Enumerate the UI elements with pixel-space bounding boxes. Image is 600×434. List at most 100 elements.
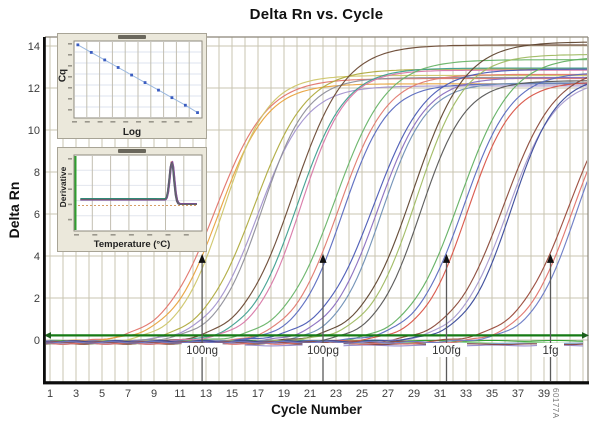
standard-curve-point — [170, 96, 174, 100]
inset-y-micro-tick — [68, 173, 72, 175]
inset-x-micro-tick — [128, 234, 134, 236]
annotation-arrowhead — [442, 253, 451, 263]
amplification-curve — [46, 74, 587, 344]
threshold-arrow-right — [582, 332, 589, 339]
x-tick-label: 1 — [47, 388, 53, 400]
inset-derivative-axis-label: Derivative — [58, 166, 68, 208]
annotation-label-bg — [181, 343, 223, 357]
annotation-label: 100ng — [186, 345, 218, 357]
inset-temperature-axis-label: Temperature (°C) — [93, 239, 171, 250]
annotation-label: 1fg — [543, 345, 559, 357]
x-tick-label: 39 — [538, 388, 550, 400]
standard-curve-point — [157, 88, 160, 92]
annotation-label-bg — [302, 343, 344, 357]
inset-x-micro-tick — [110, 121, 116, 123]
inset-y-micro-tick — [68, 203, 72, 206]
inset-x-micro-tick — [123, 121, 129, 123]
x-tick-label: 17 — [252, 388, 264, 400]
annotation-label: 100pg — [307, 345, 339, 357]
y-tick-label: 0 — [34, 335, 40, 347]
x-tick-label: 29 — [408, 388, 420, 400]
inset-x-micro-tick — [74, 234, 79, 236]
x-tick-label: 15 — [226, 388, 238, 400]
inset-x-micro-tick — [136, 121, 141, 123]
inset-x-micro-tick — [174, 121, 180, 123]
inset-x-micro-tick — [84, 121, 90, 123]
x-tick-label: 5 — [99, 388, 105, 400]
inset-x-micro-tick — [72, 121, 77, 123]
inset-log-axis-label: Log — [122, 127, 142, 138]
y-tick-label: 4 — [34, 251, 40, 263]
inset-x-micro-tick — [183, 234, 189, 236]
x-tick-label: 27 — [382, 388, 394, 400]
inset-x-micro-tick — [97, 121, 103, 123]
figure-id: 60177A — [551, 388, 560, 419]
x-tick-label: 3 — [73, 388, 79, 400]
x-axis-line — [43, 381, 589, 385]
x-tick-label: 23 — [330, 388, 342, 400]
y-tick-label: 10 — [28, 125, 40, 137]
inset-y-micro-tick — [68, 158, 72, 160]
inset-x-micro-tick — [147, 234, 153, 236]
standard-curve-point — [196, 111, 199, 115]
x-tick-label: 33 — [460, 388, 472, 400]
x-tick-label: 37 — [512, 388, 524, 400]
annotation-arrowhead — [319, 253, 327, 263]
x-tick-label: 13 — [200, 388, 212, 400]
inset-x-micro-tick — [187, 121, 193, 123]
inset-y-micro-tick — [68, 98, 72, 100]
inset-y-micro-tick — [68, 188, 72, 190]
annotation-label-bg — [426, 343, 467, 357]
x-tick-label: 21 — [304, 388, 316, 400]
amplification-curve — [46, 78, 587, 343]
inset-title-bar — [118, 149, 146, 153]
melt-curve-plot — [68, 154, 203, 236]
x-tick-label: 35 — [486, 388, 498, 400]
inset-y-micro-tick — [68, 65, 72, 67]
inset-x-micro-tick — [148, 121, 154, 123]
threshold-arrow-left — [44, 332, 51, 339]
inset-x-micro-tick — [165, 234, 171, 236]
inset-cq-axis-label: Cq — [57, 68, 69, 83]
standard-curve-point — [103, 58, 107, 62]
chart-title: Delta Rn vs. Cycle — [249, 6, 384, 23]
curves-layer — [46, 41, 587, 347]
annotation-label: 100fg — [432, 345, 461, 357]
flat-trace — [244, 344, 584, 347]
standard-curve-point — [143, 81, 147, 84]
inset-title-bar — [118, 35, 146, 39]
x-axis-label: Cycle Number — [271, 402, 362, 417]
amplification-curve — [46, 73, 587, 343]
standard-curve-plot — [68, 40, 203, 123]
standard-curve-point — [89, 50, 93, 54]
standard-curve-point — [183, 103, 187, 107]
y-tick-label: 12 — [28, 83, 40, 95]
standard-curve-inset: Cq Log — [57, 33, 207, 139]
x-tick-label: 9 — [151, 388, 157, 400]
standard-curve-line — [77, 44, 198, 114]
annotation-arrowhead — [546, 253, 555, 263]
inset-x-micro-tick — [92, 234, 98, 236]
x-tick-label: 11 — [174, 388, 185, 400]
standard-curve-point — [76, 43, 80, 47]
inset-y-micro-tick — [68, 109, 72, 111]
y-tick-label: 2 — [34, 293, 40, 305]
inset-y-micro-tick — [68, 218, 72, 221]
inset-y-micro-tick — [68, 54, 72, 56]
inset-y-micro-tick — [68, 76, 72, 78]
x-tick-label: 19 — [278, 388, 290, 400]
melt-curve-inset: Derivative Temperature (°C) — [57, 147, 207, 252]
y-tick-label: 8 — [34, 167, 40, 179]
inset-y-micro-tick — [68, 87, 72, 89]
x-tick-label: 7 — [125, 388, 131, 400]
annotation-arrowhead — [198, 253, 206, 263]
inset-y-micro-tick — [68, 43, 72, 45]
y-tick-label: 14 — [28, 41, 40, 53]
x-tick-label: 31 — [434, 388, 446, 400]
y-axis-label: Delta Rn — [6, 181, 22, 239]
standard-curve-point — [130, 73, 133, 77]
standard-curve-point — [116, 66, 120, 69]
inset-plot-area — [73, 154, 203, 232]
annotation-label-bg — [537, 343, 564, 357]
